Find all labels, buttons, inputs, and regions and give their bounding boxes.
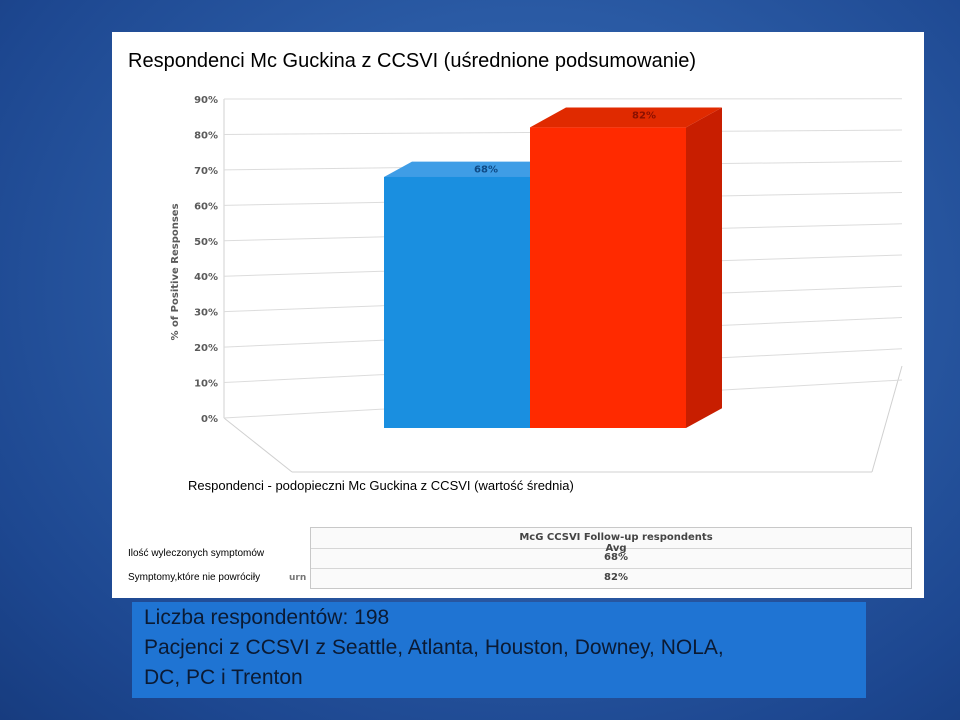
table-header: McG CCSVI Follow-up respondents Avg [519,532,713,554]
y-tick-label: 0% [201,414,218,425]
table-row: urn 82% [289,568,911,588]
table-cell-value: 82% [604,572,628,583]
y-axis-label: % of Positive Responses [170,203,181,340]
table-cell-value: 68% [604,552,628,563]
bar [384,176,532,428]
floor-edge [223,417,293,473]
table-frame: McG CCSVI Follow-up respondents Avg 68% … [289,527,912,589]
y-tick-label: 40% [194,272,218,283]
bar-top [530,107,722,128]
y-tick-label: 50% [194,237,218,248]
table-row-label: Ilość wyleczonych symptomów [128,548,265,559]
chart-title: Respondenci Mc Guckina z CCSVI (uśrednio… [128,50,697,72]
locations-line-2: DC, PC i Trenton [144,666,303,689]
info-box: Liczba respondentów: 198 Pacjenci z CCSV… [132,602,866,698]
data-label: 68% [474,165,498,176]
data-labels: 68% 82% [474,111,656,176]
y-tick-label: 60% [194,201,218,212]
x-axis-caption: Respondenci - podopieczni Mc Guckina z C… [188,478,574,493]
bar-chart: 0% 10% 20% 30% 40% 50% 60% 70% 80% 90% % of Posit… [170,95,903,473]
bars [384,107,722,429]
bar-top [384,161,560,177]
chart-panel: Respondenci Mc Guckina z CCSVI (uśrednio… [112,32,924,598]
y-tick-label: 90% [194,95,218,106]
table-row: 68% [311,548,911,569]
respondent-count: Liczba respondentów: 198 [144,606,390,629]
y-tick-label: 10% [194,379,218,390]
data-label: 82% [632,111,656,122]
y-tick-label: 70% [194,166,218,177]
table-row-label: Symptomy,które nie powróciły [128,572,261,583]
locations-line: Pacjenci z CCSVI z Seattle, Atlanta, Hou… [144,636,724,659]
table-cell-fragment: urn [289,573,307,583]
y-tick-label: 80% [194,130,218,141]
floor-edge [871,365,903,473]
y-tick-label: 20% [194,343,218,354]
y-axis-ticks: 0% 10% 20% 30% 40% 50% 60% 70% 80% 90% [194,95,218,425]
y-tick-label: 30% [194,308,218,319]
bar-side [686,107,722,429]
bar [530,127,686,428]
table-header-row: McG CCSVI Follow-up respondents Avg [311,528,911,554]
